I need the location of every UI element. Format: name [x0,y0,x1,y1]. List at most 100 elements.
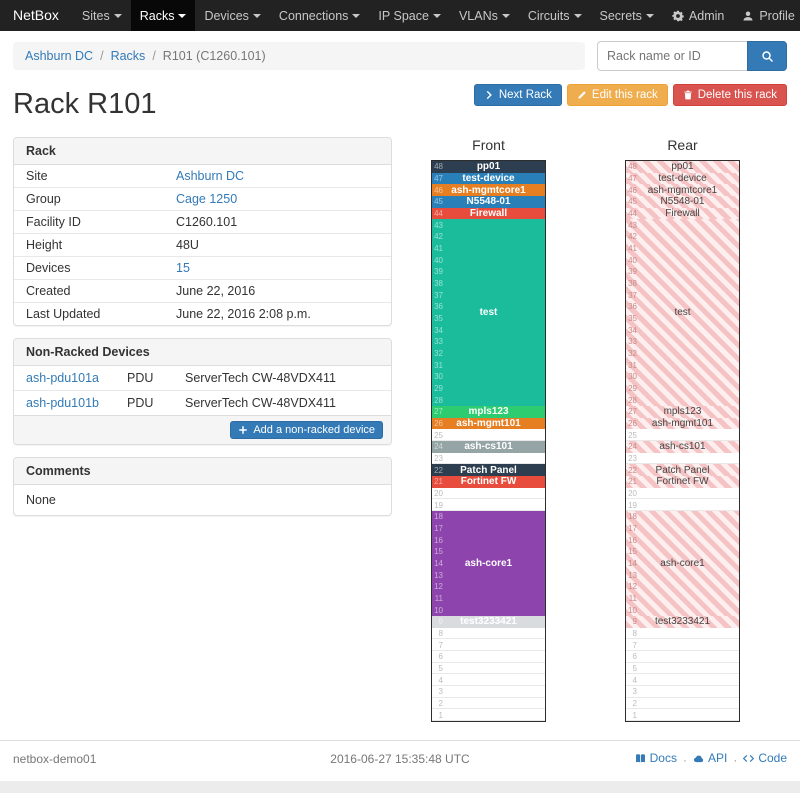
device-label: ash-mgmtcore1 [647,184,718,196]
next-rack-button[interactable]: Next Rack [473,84,562,106]
nav-item-admin[interactable]: Admin [663,0,733,31]
attr-value[interactable]: Cage 1250 [176,192,238,206]
caret-down-icon [432,13,441,18]
nav-item-label: Devices [204,8,249,23]
device-role: PDU [127,371,154,385]
search-input[interactable] [597,41,747,71]
rack-unit-rear-20 [626,487,739,500]
page-title: Rack R101 [13,88,157,120]
device-firewall-rear[interactable]: Firewall [626,207,739,220]
device-firewall-front[interactable]: Firewall [432,207,545,220]
attr-value[interactable]: 15 [176,261,190,275]
device-fortinet-fw-front[interactable]: Fortinet FW [432,476,545,488]
device-test-device-front[interactable]: test-device [432,172,545,185]
rear-rack: pp01 test-device ash-mgmtcore1 N5548-01 Fire… [625,160,740,722]
device-ash-mgmtcore1-rear[interactable]: ash-mgmtcore1 [626,184,739,196]
device-patch-panel-rear[interactable]: Patch Panel [626,464,739,476]
rack-unit-rear-23 [626,452,739,465]
device-pp01-front[interactable]: pp01 [432,161,545,173]
search-button[interactable] [747,41,787,71]
nav-item-connections[interactable]: Connections [270,0,370,31]
device-name-link[interactable]: ash-pdu101b [26,396,99,410]
footer-separator: · [682,752,687,767]
comments-panel-title: Comments [14,458,391,485]
nav-item-ip-space[interactable]: IP Space [369,0,450,31]
nav-item-secrets[interactable]: Secrets [591,0,663,31]
device-label: test3233421 [654,616,711,628]
rack-unit-rear-4 [626,674,739,686]
device-ash-mgmt101-front[interactable]: ash-mgmt101 [432,417,545,430]
breadcrumb-separator: / [152,49,156,63]
caret-down-icon [252,13,261,18]
footer-link-docs[interactable]: Docs [635,751,677,765]
device-n5548-01-rear[interactable]: N5548-01 [626,196,739,208]
device-ash-mgmt101-rear[interactable]: ash-mgmt101 [626,417,739,430]
device-patch-panel-front[interactable]: Patch Panel [432,464,545,476]
device-ash-mgmtcore1-front[interactable]: ash-mgmtcore1 [432,184,545,196]
rack-unit-rear-2 [626,697,739,710]
rear-elevation-title: Rear [667,137,698,153]
attr-value: 48U [176,238,199,252]
front-elevation: Front pp01 test-device ash-mgmtcore1 N5548-… [431,137,546,722]
footer-link-label: API [707,751,728,765]
rack-unit-front-8 [432,627,545,640]
device-fortinet-fw-rear[interactable]: Fortinet FW [626,476,739,488]
device-label: N5548-01 [660,196,705,208]
edit-rack-button[interactable]: Edit this rack [566,84,668,106]
device-ash-core1-rear[interactable]: ash-core1 [626,511,739,616]
device-ash-core1-front[interactable]: ash-core1 [432,511,545,616]
attr-value[interactable]: Ashburn DC [176,169,245,183]
nav-item-label: Admin [688,8,725,23]
nav-item-profile[interactable]: Profile [733,0,800,31]
footer-link-api[interactable]: API [693,751,727,765]
nav-item-racks[interactable]: Racks [130,0,196,31]
attr-label: Group [26,192,61,206]
device-label: mpls123 [663,406,702,418]
gear-icon [672,10,684,22]
device-ash-cs101-front[interactable]: ash-cs101 [432,441,545,453]
breadcrumb-item-racks[interactable]: Racks [110,49,146,63]
rack-unit-front-7 [432,639,545,651]
device-label: pp01 [476,161,501,173]
rack-actions: Next Rack Edit this rack Delete this rac… [473,84,787,106]
delete-rack-button[interactable]: Delete this rack [672,84,787,106]
app-brand[interactable]: NetBox [13,7,59,23]
device-test-device-rear[interactable]: test-device [626,172,739,185]
nav-item-label: IP Space [378,8,429,23]
nav-item-vlans[interactable]: VLANs [450,0,519,31]
footer-link-code[interactable]: Code [743,751,787,765]
footer-link-label: Code [758,751,787,765]
device-label: ash-mgmt101 [651,417,714,429]
nav-item-devices[interactable]: Devices [195,0,269,31]
attr-row-facility-id: Facility ID C1260.101 [14,211,391,234]
nav-item-label: Secrets [599,8,642,23]
attr-label: Created [26,284,71,298]
device-n5548-01-front[interactable]: N5548-01 [432,196,545,208]
device-label: Fortinet FW [460,476,517,488]
device-test-rear[interactable]: test [626,219,739,406]
device-test3233421-front[interactable]: test3233421 [432,616,545,628]
caret-down-icon [178,13,187,18]
device-name-link[interactable]: ash-pdu101a [26,371,99,385]
navbar-menu: Sites Racks Devices Connections IP Space VLAN… [73,0,663,31]
attr-value: C1260.101 [176,215,238,229]
device-label: Firewall [665,207,700,219]
attr-row-devices: Devices 15 [14,257,391,280]
device-label: mpls123 [468,406,509,418]
device-label: Fortinet FW [656,476,709,488]
device-test3233421-rear[interactable]: test3233421 [626,616,739,628]
device-test-front[interactable]: test [432,219,545,406]
device-mpls123-rear[interactable]: mpls123 [626,406,739,418]
device-mpls123-front[interactable]: mpls123 [432,406,545,418]
breadcrumb-item-ashburn-dc[interactable]: Ashburn DC [25,49,94,63]
attr-label: Height [26,238,63,252]
device-ash-cs101-rear[interactable]: ash-cs101 [626,441,739,453]
nav-item-circuits[interactable]: Circuits [519,0,591,31]
device-pp01-rear[interactable]: pp01 [626,161,739,173]
nav-item-sites[interactable]: Sites [73,0,131,31]
cloud-icon [693,753,704,764]
device-label: ash-cs101 [464,441,513,453]
add-nonracked-device-button[interactable]: Add a non-racked device [230,421,383,439]
device-label: Firewall [469,207,508,219]
rack-unit-front-2 [432,697,545,710]
